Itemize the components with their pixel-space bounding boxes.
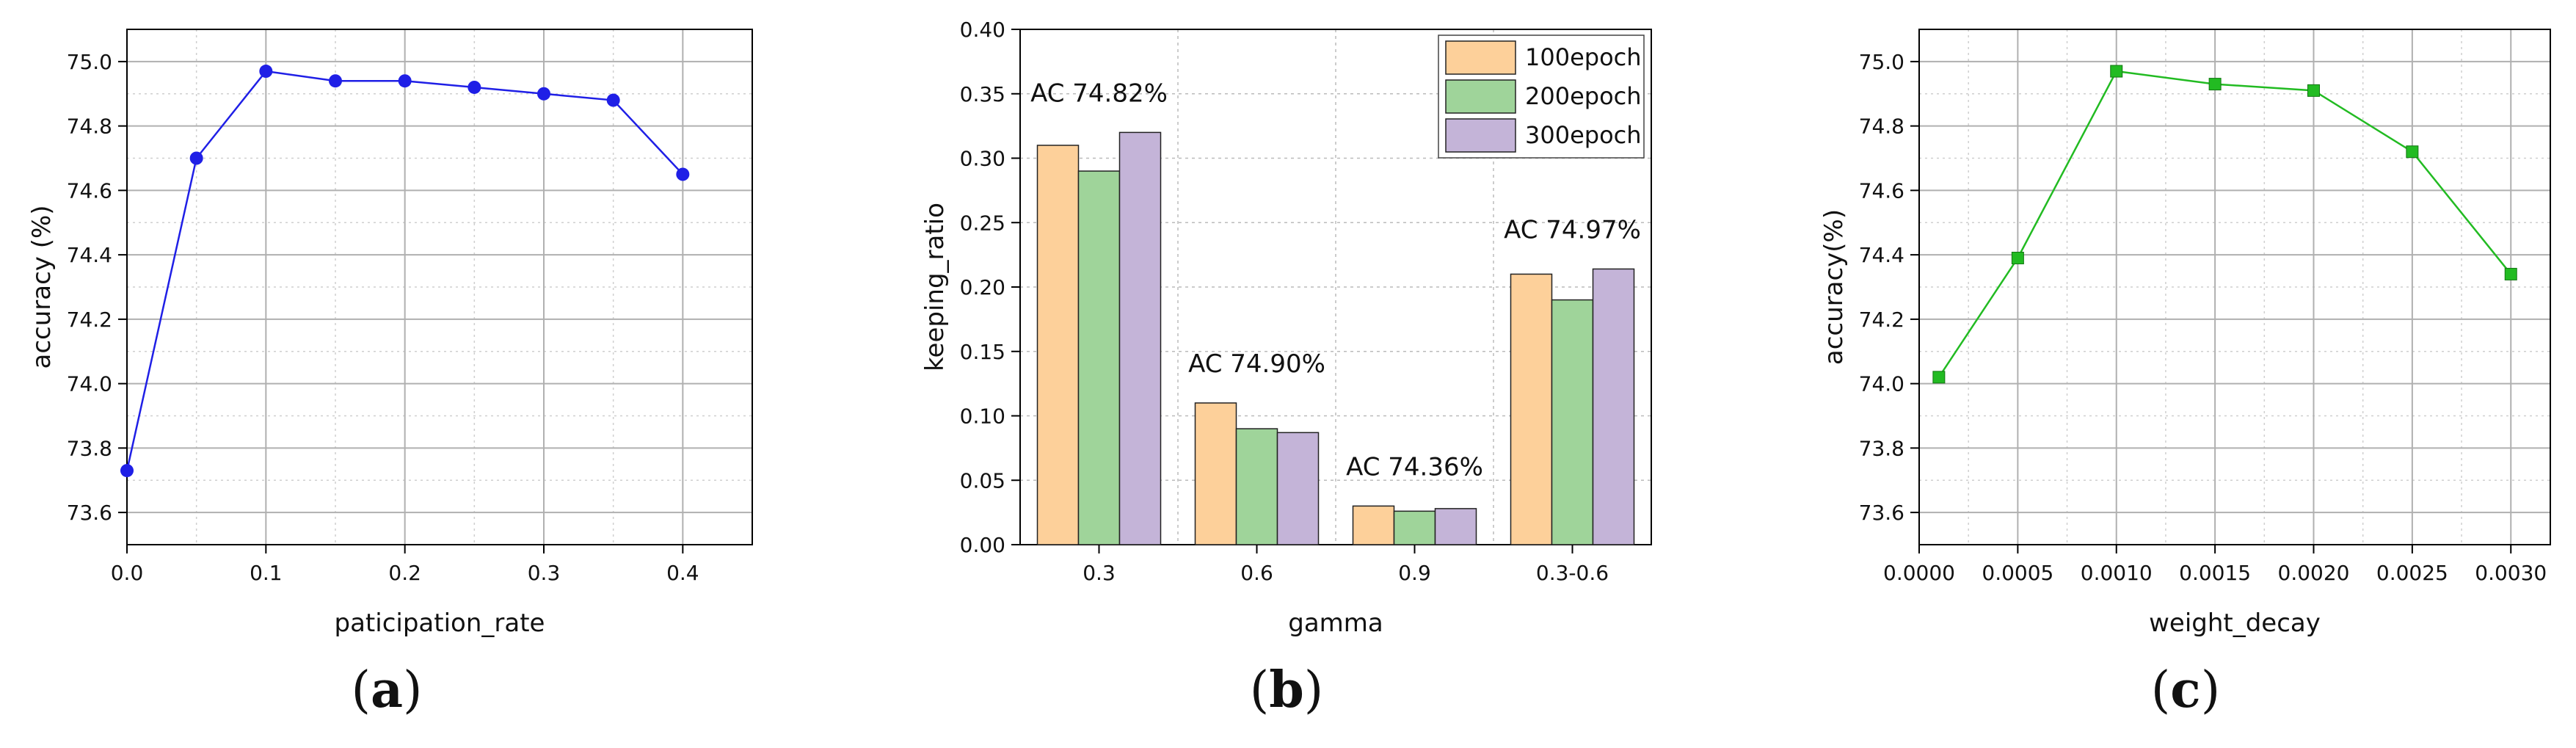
x-tick-label: 0.3 [528,561,561,585]
y-tick-label: 74.4 [67,243,112,267]
x-tick-label: 0.0030 [2475,561,2547,585]
x-tick-label: 0.0015 [2179,561,2251,585]
y-tick-label: 74.0 [67,372,112,396]
x-tick-label: 0.2 [388,561,421,585]
data-point [329,74,342,88]
x-tick-label: 0.9 [1398,561,1431,585]
data-point [2406,145,2419,159]
data-point [2011,252,2024,265]
bar-annotation: AC 74.82% [1030,79,1168,108]
data-point [259,65,273,79]
y-tick-label: 74.6 [67,178,112,203]
y-tick-label: 0.30 [960,147,1005,171]
bar-100epoch [1036,145,1080,545]
y-tick-label: 73.6 [1859,501,1904,525]
panel-caption-a: (a) [351,661,423,719]
bar-300epoch [1434,508,1477,545]
bar-annotation: AC 74.97% [1504,215,1641,244]
data-point [2307,84,2320,97]
bar-annotation: AC 74.36% [1346,452,1483,482]
data-point [606,93,620,107]
x-tick-label: 0.1 [250,561,283,585]
bar-200epoch [1551,299,1594,545]
y-tick-label: 74.4 [1859,243,1904,267]
x-tick-label: 0.0025 [2376,561,2448,585]
bar-200epoch [1393,510,1436,545]
x-tick-label: 0.0010 [2081,561,2153,585]
bar-100epoch [1510,273,1553,545]
y-tick-label: 0.25 [960,211,1005,235]
data-point [2504,267,2517,280]
panel-caption-c: (c) [2150,661,2221,719]
y-tick-label: 0.20 [960,275,1005,299]
data-point [537,87,550,101]
x-tick-label: 0.3 [1083,561,1116,585]
x-axis-label: gamma [1288,609,1383,638]
plot-frame-2 [1918,29,2551,545]
y-tick-label: 75.0 [67,50,112,74]
data-point [120,464,134,478]
bar-300epoch [1592,268,1635,545]
data-point [2110,65,2123,78]
series-line-0 [1938,70,2512,378]
y-tick-label: 74.2 [67,308,112,332]
legend-label: 300epoch [1525,121,1642,149]
bar-300epoch [1118,131,1162,545]
x-axis-label: weight_decay [2149,609,2321,638]
x-tick-label: 0.3-0.6 [1536,561,1609,585]
x-tick-label: 0.6 [1240,561,1273,585]
y-tick-label: 0.00 [960,533,1005,557]
legend-swatch-300epoch [1445,118,1516,153]
y-tick-label: 74.8 [67,115,112,139]
data-point [676,167,690,181]
y-tick-label: 75.0 [1859,50,1904,74]
y-axis-label: keeping_ratio [920,203,950,371]
data-point [1932,371,1946,384]
bar-200epoch [1077,170,1121,545]
x-axis-label: paticipation_rate [335,609,545,638]
data-point [467,80,481,94]
bar-100epoch [1194,402,1237,545]
y-tick-label: 0.40 [960,18,1005,42]
chart-keeping-ratio-vs-gamma: 0.00 0.05 0.10 0.15 0.20 0.25 0.30 0.35 0.40 keep… [920,18,1652,638]
y-tick-label: 74.6 [1859,178,1904,203]
y-axis-label: accuracy(%) [1819,209,1849,365]
y-tick-label: 74.8 [1859,115,1904,139]
bar-100epoch [1352,505,1395,545]
bar-300epoch [1276,432,1320,545]
chart-accuracy-vs-weight-decay: 73.6 73.8 74.0 74.2 74.4 74.6 74.8 75.0 accuracy… [1819,29,2551,638]
x-tick-label: 0.0 [111,561,144,585]
y-tick-label: 0.10 [960,404,1005,429]
data-point [189,151,203,165]
y-tick-label: 0.15 [960,340,1005,364]
panel-caption-b: (b) [1249,661,1324,719]
chart-accuracy-vs-participation-rate: 73.6 73.8 74.0 74.2 74.4 74.6 74.8 75.0 accuracy… [27,29,753,638]
x-tick-label: 0.0020 [2278,561,2350,585]
y-tick-label: 74.0 [1859,372,1904,396]
bar-200epoch [1235,428,1278,545]
legend-swatch-200epoch [1445,79,1516,114]
y-axis-label: accuracy (%) [27,205,57,368]
legend-swatch-100epoch [1445,40,1516,75]
legend-label: 100epoch [1525,43,1642,71]
y-tick-label: 73.8 [1859,436,1904,460]
data-point [2208,78,2222,91]
y-tick-label: 0.35 [960,82,1005,106]
data-point [398,74,412,88]
y-tick-label: 74.2 [1859,308,1904,332]
x-tick-label: 0.4 [666,561,699,585]
y-tick-label: 73.8 [67,436,112,460]
x-tick-label: 0.0000 [1883,561,1955,585]
plot-frame-0 [126,29,753,545]
legend-label: 200epoch [1525,82,1642,110]
y-tick-label: 73.6 [67,501,112,525]
x-tick-label: 0.0005 [1982,561,2053,585]
y-tick-label: 0.05 [960,468,1005,493]
bar-annotation: AC 74.90% [1188,349,1325,379]
